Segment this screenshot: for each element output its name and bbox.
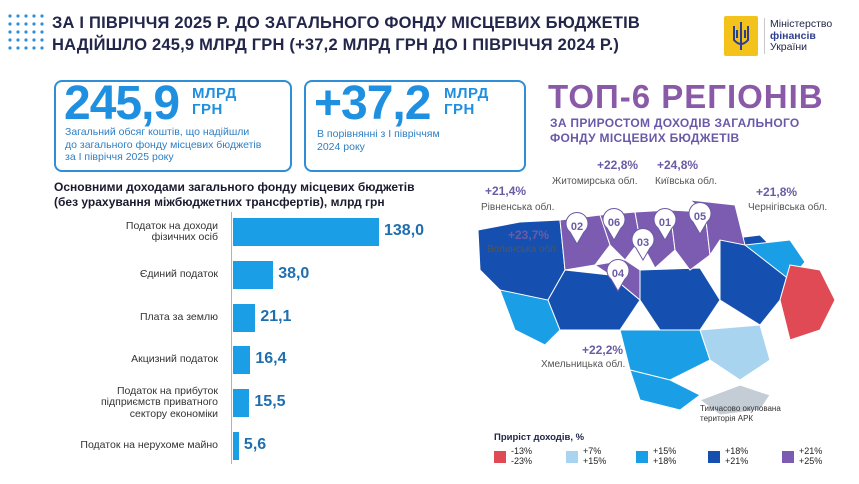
region-rank-label: 02 [571, 221, 583, 233]
bar [233, 432, 239, 460]
bar [233, 261, 274, 289]
map-region-southeast [699, 324, 771, 381]
legend-label: +18% +21% [725, 446, 749, 466]
category-label: Акцизний податок [131, 353, 218, 366]
bar [233, 304, 256, 332]
category-label: Податок на доходи фізичних осіб [125, 219, 218, 243]
top6-subtitle: ЗА ПРИРОСТОМ ДОХОДІВ ЗАГАЛЬНОГО ФОНДУ МІ… [550, 116, 800, 145]
region-growth-value: +21,8% [756, 185, 798, 199]
region-pin-02: 02 [565, 212, 589, 245]
region-pin-05: 05 [688, 202, 712, 235]
logo-text: Міністерство фінансів України [770, 18, 833, 54]
total-revenue-card: 245,9 МЛРД ГРН Загальний обсяг коштів, що… [54, 77, 292, 172]
revenue-growth-value: +37,2 [314, 77, 431, 130]
region-growth-value: +23,7% [508, 228, 550, 242]
legend-swatch [566, 451, 578, 463]
bar [233, 346, 251, 374]
legend-swatch [708, 451, 720, 463]
bar-value-label: 16,4 [255, 350, 287, 367]
category-label: Податок на нерухоме майно [80, 439, 218, 452]
revenue-growth-unit: МЛРД ГРН [444, 85, 489, 118]
category-label: Податок на прибуток підприємств приватног… [100, 384, 218, 420]
map-region-crimea [698, 384, 771, 416]
region-name: Чернігівська обл. [748, 202, 828, 213]
occupied-territory-note: Тимчасово окупована територія АРК [700, 404, 781, 423]
trident-emblem-icon [724, 16, 758, 56]
category-label: Єдиний податок [139, 268, 218, 281]
region-pin-06: 06 [602, 208, 626, 241]
legend-swatch [782, 451, 794, 463]
bar-value-label: 138,0 [384, 222, 425, 239]
map-region-center [639, 267, 721, 331]
region-name: Хмельницька обл. [541, 359, 626, 370]
region-pin-01: 01 [653, 208, 677, 241]
map-region-far-east [779, 264, 836, 341]
bar-value-label: 15,5 [254, 393, 286, 410]
legend-title: Приріст доходів, % [494, 432, 585, 443]
bar-value-label: 21,1 [260, 308, 292, 325]
legend-label: +21% +25% [799, 446, 823, 466]
ukraine-region-map: 01 02 03 04 05 06 [477, 199, 836, 416]
total-revenue-value: 245,9 [64, 77, 180, 130]
legend-label: +7% +15% [583, 446, 607, 466]
region-name: Київська обл. [655, 176, 717, 187]
total-revenue-unit: МЛРД ГРН [192, 85, 237, 118]
region-growth-value: +22,8% [597, 158, 639, 172]
bar [233, 389, 250, 417]
region-rank-label: 04 [612, 268, 625, 280]
region-growth-value: +21,4% [485, 184, 527, 198]
region-pin-04: 04 [606, 259, 630, 292]
dot-pattern-decoration [8, 14, 44, 50]
page-title: ЗА І ПІВРІЧЧЯ 2025 Р. ДО ЗАГАЛЬНОГО ФОНД… [52, 12, 692, 56]
legend-label: +15% +18% [653, 446, 677, 466]
page-title-line2: НАДІЙШЛО 245,9 МЛРД ГРН (+37,2 МЛРД ГРН … [52, 36, 620, 54]
page-title-line1: ЗА І ПІВРІЧЧЯ 2025 Р. ДО ЗАГАЛЬНОГО ФОНД… [52, 14, 640, 32]
region-rank-label: 06 [608, 217, 620, 229]
category-label: Плата за землю [139, 311, 218, 324]
bar [233, 218, 379, 246]
logo-divider [764, 18, 765, 54]
legend-swatch [494, 451, 506, 463]
legend-label: -13% -23% [511, 446, 533, 466]
region-rank-label: 05 [694, 211, 706, 223]
region-pin-03: 03 [631, 228, 655, 261]
logo-text-line1: Міністерство [770, 18, 833, 30]
map-region-south-center [619, 329, 711, 381]
region-name: Рівненська обл. [481, 202, 555, 213]
region-rank-label: 01 [659, 217, 671, 229]
logo-text-line3: України [770, 41, 808, 53]
region-name: Волинська обл. [487, 244, 559, 255]
total-revenue-description: Загальний обсяг коштів, що надійшли до з… [65, 126, 262, 163]
bar-value-label: 38,0 [278, 265, 310, 282]
region-growth-value: +22,2% [582, 343, 624, 357]
map-region-south [629, 369, 701, 411]
chart-axis-line [231, 212, 232, 464]
top6-title: ТОП-6 РЕГІОНІВ [548, 78, 824, 115]
ministry-logo: Міністерство фінансів України [724, 16, 844, 56]
region-rank-label: 03 [637, 237, 649, 249]
logo-text-line2: фінансів [770, 29, 816, 42]
region-name: Житомирська обл. [552, 176, 638, 187]
map-region-southwest [499, 289, 561, 346]
bar-value-label: 5,6 [243, 436, 267, 453]
revenue-growth-description: В порівнянні з І півріччям 2024 року [317, 128, 440, 153]
chart-title: Основними доходами загального фонду місц… [54, 180, 415, 209]
legend-swatch [636, 451, 648, 463]
region-growth-value: +24,8% [657, 158, 699, 172]
revenue-growth-card: +37,2 МЛРД ГРН В порівнянні з І півріччям… [304, 77, 526, 172]
